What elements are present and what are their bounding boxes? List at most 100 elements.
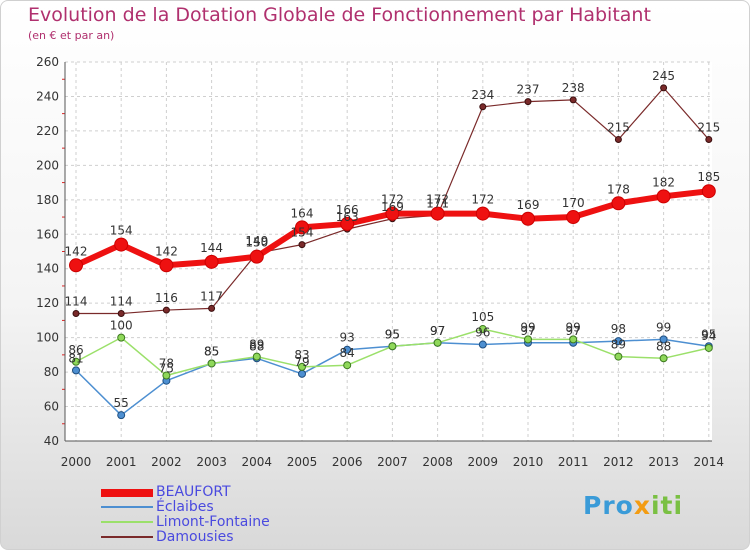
data-label-limont: 88 xyxy=(656,339,671,353)
data-label-damousies: 237 xyxy=(517,83,540,97)
x-tick-label: 2014 xyxy=(694,455,725,469)
x-tick-label: 2002 xyxy=(151,455,182,469)
legend-swatch-eclaibes xyxy=(101,506,153,508)
y-tick-label: 80 xyxy=(44,365,59,379)
data-label-limont: 99 xyxy=(566,320,581,334)
data-point-beaufort xyxy=(566,210,581,225)
data-label-eclaibes: 95 xyxy=(701,327,716,341)
data-point-limont xyxy=(433,338,442,347)
data-label-limont: 78 xyxy=(159,357,174,371)
x-tick-label: 2012 xyxy=(603,455,634,469)
data-label-damousies: 169 xyxy=(381,200,404,214)
data-label-limont: 89 xyxy=(611,338,626,352)
data-point-damousies xyxy=(479,103,487,111)
data-point-limont xyxy=(117,333,126,342)
data-label-limont: 99 xyxy=(520,320,535,334)
y-tick-label: 180 xyxy=(36,193,59,207)
data-label-eclaibes: 99 xyxy=(656,320,671,334)
data-point-limont xyxy=(569,335,578,344)
data-point-eclaibes xyxy=(117,411,126,420)
legend-swatch-beaufort xyxy=(101,489,153,497)
data-label-eclaibes: 96 xyxy=(475,326,490,340)
y-tick-label: 260 xyxy=(36,55,59,69)
data-label-damousies: 171 xyxy=(426,196,449,210)
data-label-limont: 95 xyxy=(385,327,400,341)
data-point-beaufort xyxy=(475,206,490,221)
data-point-beaufort xyxy=(340,216,355,231)
data-label-eclaibes: 98 xyxy=(611,322,626,336)
data-label-damousies: 149 xyxy=(245,234,268,248)
data-label-damousies: 114 xyxy=(65,295,88,309)
data-point-limont xyxy=(252,352,261,361)
data-label-beaufort: 170 xyxy=(562,196,585,210)
data-point-limont xyxy=(659,354,668,363)
data-label-eclaibes: 85 xyxy=(204,344,219,358)
y-tick-label: 220 xyxy=(36,124,59,138)
data-label-eclaibes: 79 xyxy=(294,355,309,369)
legend-label-damousies: Damousies xyxy=(156,529,234,545)
chart-title: Evolution de la Dotation Globale de Fonc… xyxy=(28,4,651,26)
y-tick-label: 60 xyxy=(44,400,59,414)
data-label-limont: 86 xyxy=(68,343,83,357)
y-tick-label: 40 xyxy=(44,434,59,448)
data-point-limont xyxy=(343,361,352,370)
y-tick-label: 140 xyxy=(36,262,59,276)
logo-part-x: x xyxy=(633,491,651,520)
data-label-eclaibes: 75 xyxy=(159,362,174,376)
data-label-beaufort: 154 xyxy=(110,224,133,238)
data-label-eclaibes: 88 xyxy=(249,339,264,353)
data-label-damousies: 154 xyxy=(291,226,314,240)
data-label-damousies: 117 xyxy=(200,289,223,303)
data-point-beaufort xyxy=(701,184,716,199)
data-label-damousies: 234 xyxy=(471,88,494,102)
data-point-eclaibes xyxy=(72,366,80,375)
data-point-damousies xyxy=(298,241,306,249)
data-label-limont: 85 xyxy=(204,344,219,358)
data-label-damousies: 116 xyxy=(155,291,178,305)
y-tick-label: 200 xyxy=(36,158,59,172)
data-point-limont xyxy=(207,359,216,368)
data-point-damousies xyxy=(72,310,80,318)
x-tick-label: 2005 xyxy=(287,455,318,469)
logo-part-iti: iti xyxy=(650,491,684,520)
data-label-eclaibes: 97 xyxy=(430,324,445,338)
data-point-damousies xyxy=(524,98,532,106)
data-label-beaufort: 144 xyxy=(200,241,223,255)
data-point-limont xyxy=(614,352,623,361)
legend-label-eclaibes: Éclaibes xyxy=(156,499,214,515)
data-point-limont xyxy=(704,343,713,352)
data-label-damousies: 163 xyxy=(336,210,359,224)
data-label-limont: 89 xyxy=(249,338,264,352)
x-tick-label: 2006 xyxy=(332,455,363,469)
data-label-beaufort: 182 xyxy=(652,175,675,189)
data-label-eclaibes: 97 xyxy=(566,324,581,338)
data-label-beaufort: 142 xyxy=(65,244,88,258)
data-point-beaufort xyxy=(656,189,671,204)
data-point-beaufort xyxy=(159,258,174,273)
y-tick-label: 100 xyxy=(36,331,59,345)
data-label-eclaibes: 97 xyxy=(520,324,535,338)
data-point-beaufort xyxy=(611,196,626,211)
legend-label-limont: Limont-Fontaine xyxy=(156,514,270,530)
legend-label-beaufort: BEAUFORT xyxy=(156,484,231,500)
data-label-beaufort: 169 xyxy=(517,198,540,212)
data-point-beaufort xyxy=(114,237,129,252)
data-point-damousies xyxy=(569,96,577,104)
data-point-damousies xyxy=(660,84,668,92)
x-tick-label: 2004 xyxy=(242,455,273,469)
data-point-limont xyxy=(388,342,397,351)
data-label-beaufort: 172 xyxy=(471,193,494,207)
data-point-limont xyxy=(478,325,487,334)
legend-swatch-damousies xyxy=(101,536,153,538)
x-tick-label: 2003 xyxy=(196,455,227,469)
x-tick-label: 2008 xyxy=(422,455,453,469)
data-label-damousies: 238 xyxy=(562,81,585,95)
x-tick-label: 2011 xyxy=(558,455,589,469)
x-tick-label: 2013 xyxy=(648,455,679,469)
data-label-beaufort: 164 xyxy=(291,206,314,220)
data-label-limont: 94 xyxy=(701,329,716,343)
data-label-damousies: 215 xyxy=(697,121,720,135)
data-label-eclaibes: 95 xyxy=(385,327,400,341)
data-label-limont: 97 xyxy=(430,324,445,338)
